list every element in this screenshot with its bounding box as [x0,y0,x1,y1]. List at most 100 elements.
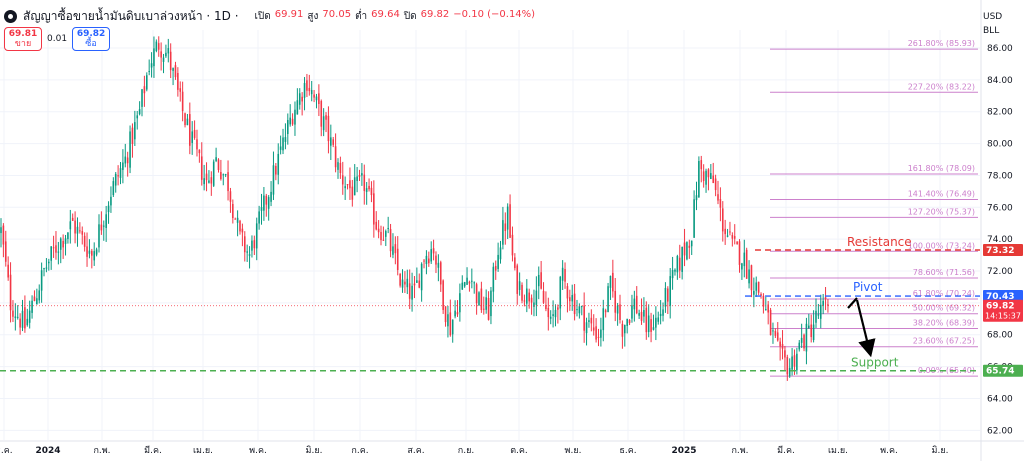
candle-body [633,298,636,310]
candle-body [200,156,203,180]
candle [468,280,471,292]
candle [765,296,767,311]
candle [98,214,100,253]
candle-body [2,225,5,245]
candle-body [741,263,743,270]
candle-body [296,100,299,115]
candle [241,223,244,247]
candle [698,156,700,198]
candle-body [28,310,31,323]
candle-body [678,257,681,271]
candle-body [733,236,736,239]
candle [234,217,237,220]
candle-body [117,175,119,177]
candle [487,291,490,321]
candle [315,93,318,109]
y-tick-label: 76.00 [987,203,1013,213]
candle [638,309,640,319]
candle [370,181,373,203]
candle [686,241,688,261]
candle-body [437,262,440,268]
candle-body [136,115,139,119]
candle [784,345,786,372]
candle [227,160,229,201]
candle-body [590,317,593,324]
candle-body [791,356,793,370]
candle-body [686,242,688,260]
candle [485,289,487,314]
candle [239,219,241,235]
candle [471,268,473,289]
candle-body [710,173,712,180]
buy-button[interactable]: 69.82 ซื้อ [72,27,111,51]
candle-body [516,265,519,294]
candle-body [392,246,394,255]
candle [141,88,143,117]
candle-body [327,115,330,142]
candle-body [569,297,571,302]
candle-body [592,327,595,331]
currency-selector[interactable]: USD BLL [983,10,1002,38]
y-tick-label: 80.00 [987,140,1013,150]
candle [119,161,122,185]
resistance-label: Resistance [847,235,912,249]
candle [702,164,705,188]
candle-body [461,282,464,290]
candle-body [827,304,829,306]
candle-body [819,304,822,319]
candle [623,324,626,347]
candle-body [394,244,397,254]
candle [535,276,538,317]
pivot-badge [983,290,1023,303]
candle-body [705,170,707,185]
candle [117,165,119,186]
candle [602,299,605,342]
candle [169,43,172,79]
candle [502,206,504,250]
fib-label-fib-38.2: 38.20% (68.39) [913,319,975,328]
candle [645,301,648,340]
candle-body [365,188,368,192]
trade-buttons: 69.81 ขาย 0.01 69.82 ซื้อ [4,27,111,51]
candle [741,262,743,280]
candle [762,293,765,314]
candle-body [471,280,473,282]
candle [416,267,418,283]
candle-body [110,196,112,206]
candle [514,253,516,271]
candle [157,36,160,57]
candle [827,298,829,313]
x-tick-label: พ.ย. [565,446,582,456]
candle [162,53,165,74]
candle [2,223,5,258]
candle [220,159,222,181]
candle-body [535,290,538,305]
candle [81,226,84,245]
candle [88,239,91,259]
candle [808,313,810,330]
candle [688,239,691,259]
currency-label: USD [983,12,1003,22]
candle-body [595,326,597,340]
candle [729,221,731,236]
candle-body [528,292,530,302]
candle [798,340,801,352]
candle [494,260,497,280]
candle [339,156,342,179]
sell-button[interactable]: 69.81 ขาย [4,27,42,51]
candle-body [119,168,122,178]
candle [533,289,535,317]
pivot-badge-text: 70.43 [986,292,1014,302]
candle-body [674,269,676,272]
candle-body [824,297,827,300]
candle [93,242,96,266]
candle-body [260,207,263,211]
x-tick-label: ก.ค. [351,446,368,456]
candle [263,186,265,221]
candle [59,237,62,264]
candle-body [222,174,225,176]
candle-body [451,319,454,335]
symbol-title[interactable]: สัญญาซื้อขายน้ำมันดิบเบาล่วงหน้า · 1D · [23,8,239,23]
sell-label: ขาย [14,39,32,49]
